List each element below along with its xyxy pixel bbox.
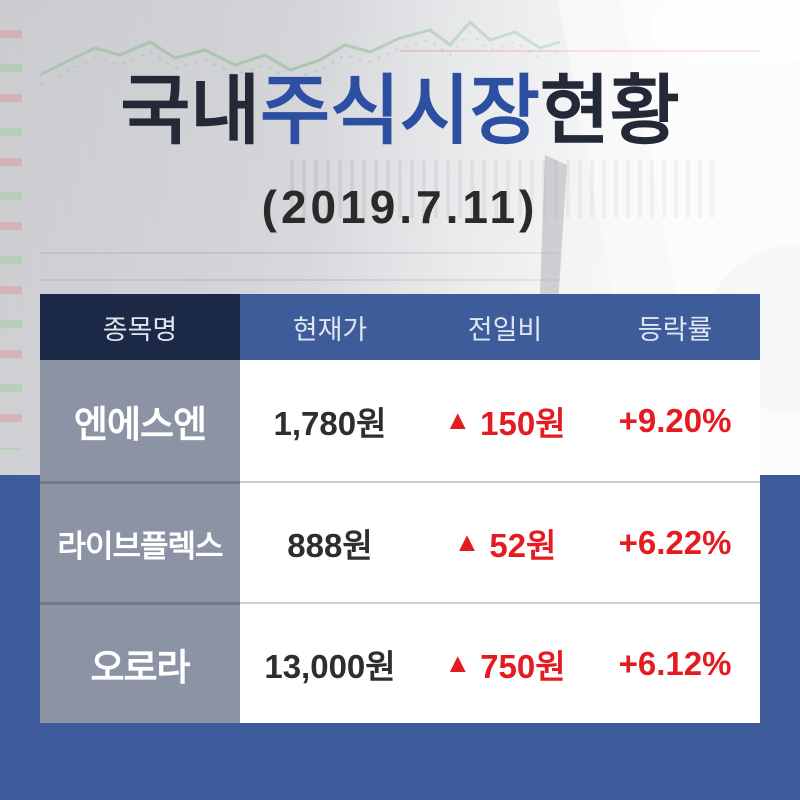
date-label: (2019.7.11) [261,181,539,233]
title-part-status: 현황 [539,69,680,154]
change-value: 750원 [480,647,566,685]
current-price: 1,780원 [240,360,420,481]
change-rate: +6.22% [590,481,760,602]
daily-change: ▲ 52원 [420,481,590,602]
current-price: 13,000원 [240,602,420,723]
change-value: 52원 [489,526,557,564]
up-triangle-icon: ▲ [444,648,472,678]
change-rate: +6.12% [590,602,760,723]
stock-name: 엔에스엔 [40,360,240,481]
stock-name: 오로라 [40,602,240,723]
table-row: 엔에스엔 1,780원 ▲ 150원 +9.20% [40,360,760,481]
stock-table: 종목명 현재가 전일비 등락률 엔에스엔 1,780원 ▲ 150원 +9.20… [40,294,760,723]
current-price: 888원 [240,481,420,602]
change-value: 150원 [480,404,566,442]
daily-change: ▲ 750원 [420,602,590,723]
title-part-domestic: 국내 [120,69,261,154]
up-triangle-icon: ▲ [453,527,481,557]
table-row: 라이브플렉스 888원 ▲ 52원 +6.22% [40,481,760,602]
title-part-stock-market: 주식시장 [260,69,540,154]
table-header-row: 종목명 현재가 전일비 등락률 [40,294,760,360]
stock-name: 라이브플렉스 [40,481,240,602]
header-change-rate: 등락률 [590,294,760,360]
page-title: 국내주식시장현황 [0,72,800,152]
up-triangle-icon: ▲ [444,405,472,435]
daily-change: ▲ 150원 [420,360,590,481]
header-stock-name: 종목명 [40,294,240,360]
table-row: 오로라 13,000원 ▲ 750원 +6.12% [40,602,760,723]
change-rate: +9.20% [590,360,760,481]
header-daily-change: 전일비 [420,294,590,360]
header-current-price: 현재가 [240,294,420,360]
